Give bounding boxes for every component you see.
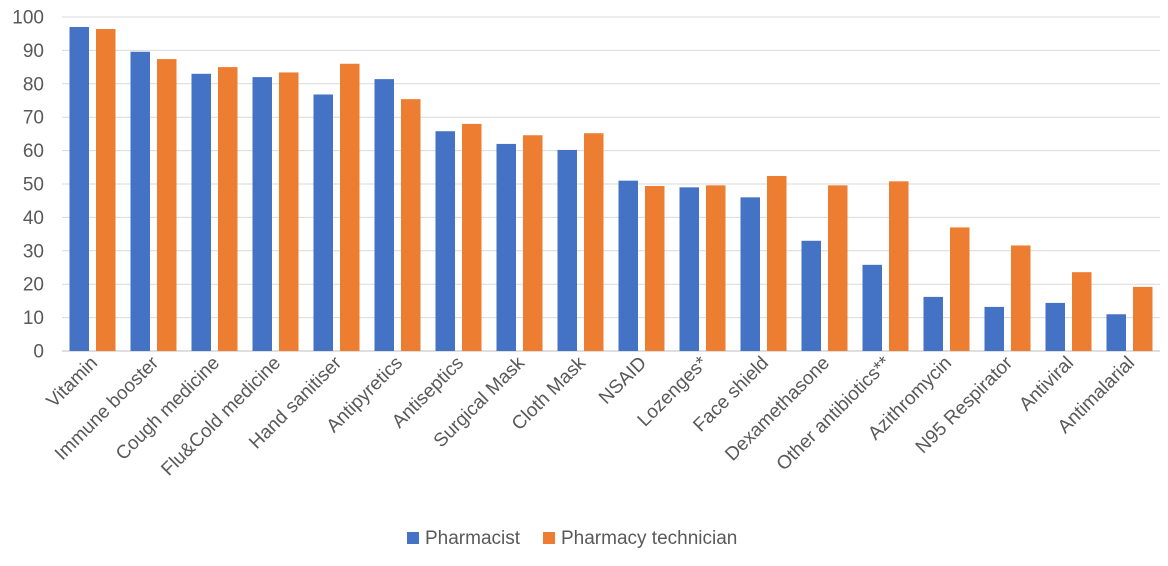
bar-pharmacy-technician (523, 135, 543, 351)
bar-pharmacist (191, 73, 211, 351)
bar-pharmacy-technician (584, 133, 604, 351)
bar-pharmacy-technician (401, 99, 421, 351)
bar-pharmacy-technician (218, 67, 238, 351)
x-category-label: Other antibiotics** (773, 352, 896, 475)
bar-pharmacist (313, 94, 333, 351)
bar-pharmacy-technician (279, 72, 299, 351)
bar-pharmacy-technician (767, 175, 787, 351)
bar-pharmacist (740, 197, 760, 351)
legend: Pharmacist Pharmacy technician (407, 528, 737, 549)
y-tick-label: 80 (23, 74, 44, 95)
bar-pharmacist (557, 149, 577, 351)
bar-pharmacist (69, 27, 89, 352)
y-tick-label: 50 (23, 175, 44, 196)
legend-swatch (407, 532, 419, 544)
legend-label: Pharmacist (425, 528, 521, 549)
bar-pharmacy-technician (1133, 286, 1153, 351)
x-category-label: Immune booster (51, 352, 163, 464)
bar-pharmacy-technician (462, 123, 482, 351)
y-tick-label: 70 (23, 108, 44, 129)
y-tick-label: 90 (23, 41, 44, 62)
y-tick-label: 60 (23, 141, 44, 162)
bar-pharmacist (374, 79, 394, 352)
legend-swatch (543, 532, 555, 544)
x-category-label: NSAID (595, 353, 651, 409)
bar-pharmacist (496, 143, 516, 351)
bar-pharmacy-technician (950, 227, 970, 351)
y-tick-label: 10 (23, 308, 44, 329)
y-tick-label: 100 (12, 8, 44, 29)
bar-pharmacy-technician (157, 59, 177, 352)
gridlines (62, 16, 1160, 352)
y-tick-label: 30 (23, 241, 44, 262)
bar-pharmacist (1045, 302, 1065, 351)
legend-label: Pharmacy technician (561, 528, 737, 549)
bar-pharmacist (862, 264, 882, 351)
bar-pharmacist (923, 296, 943, 351)
bar-pharmacy-technician (340, 63, 360, 351)
bar-pharmacist (618, 180, 638, 351)
x-category-label: Flu&Cold medicine (157, 353, 285, 481)
bar-pharmacy-technician (828, 185, 848, 351)
y-tick-label: 0 (33, 342, 44, 363)
bar-pharmacist (984, 306, 1004, 351)
bar-pharmacy-technician (96, 29, 116, 352)
series-pharmacist (69, 27, 1126, 352)
x-category-label: Cough medicine (112, 353, 224, 465)
bar-pharmacy-technician (706, 185, 726, 351)
bar-pharmacist (1106, 314, 1126, 351)
bar-pharmacy-technician (1011, 245, 1031, 351)
bar-pharmacist (679, 187, 699, 351)
bar-pharmacist (801, 240, 821, 351)
bar-pharmacist (130, 51, 150, 352)
x-category-label: Antiviral (1015, 353, 1078, 416)
bar-pharmacy-technician (645, 186, 665, 351)
bar-pharmacist (252, 77, 272, 352)
y-axis-ticks: 0 10 20 30 40 50 60 70 80 90 100 (12, 8, 44, 363)
bars (69, 27, 1153, 352)
bar-pharmacy-technician (889, 181, 909, 351)
y-tick-label: 20 (23, 275, 44, 296)
x-category-label: Vitamin (43, 353, 102, 412)
bar-pharmacy-technician (1072, 272, 1092, 351)
y-tick-label: 40 (23, 208, 44, 229)
x-category-label: Dexamethasone (721, 353, 834, 466)
bar-pharmacist (435, 131, 455, 351)
series-pharmacy-technician (96, 29, 1153, 352)
